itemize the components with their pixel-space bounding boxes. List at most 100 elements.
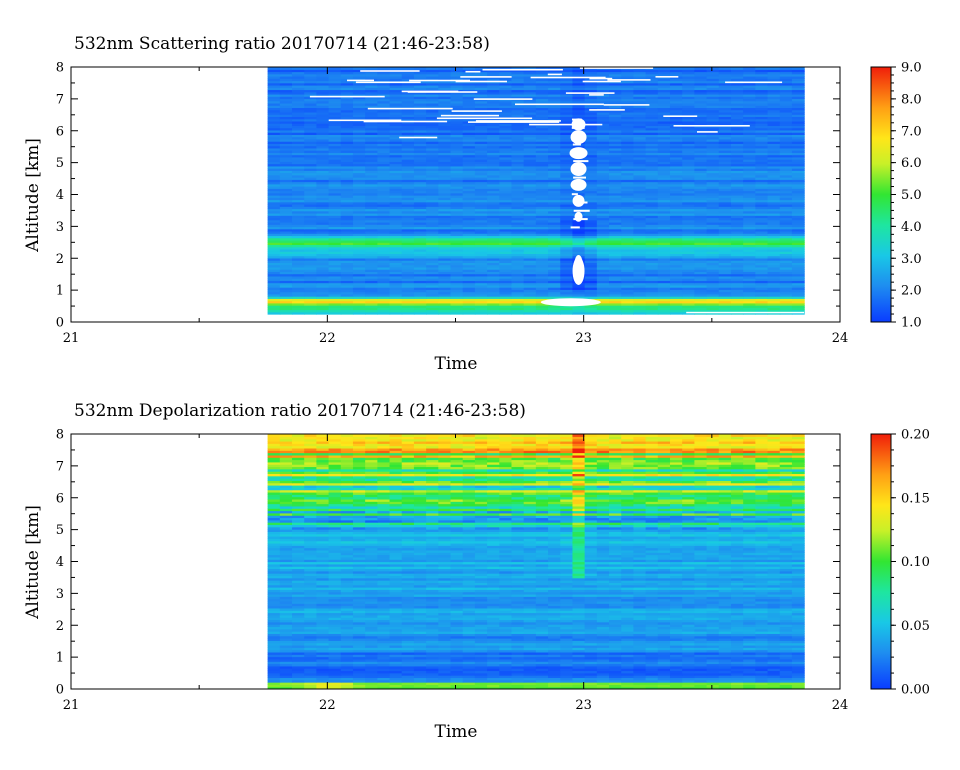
heatmap-cell <box>548 296 561 299</box>
heatmap-cell <box>377 248 391 252</box>
heatmap-cell <box>645 102 659 106</box>
heatmap-cell <box>352 284 366 288</box>
heatmap-cell <box>694 309 708 313</box>
heatmap-cell <box>743 105 756 109</box>
heatmap-cell <box>779 154 793 158</box>
heatmap-cell <box>413 282 427 286</box>
heatmap-cell <box>426 271 439 275</box>
heatmap-cell <box>572 73 586 77</box>
heatmap-cell <box>669 190 683 194</box>
heatmap-cell <box>365 282 378 286</box>
heatmap-cell <box>682 143 695 147</box>
heatmap-cell <box>499 195 513 198</box>
heatmap-cell <box>596 111 610 115</box>
heatmap-cell <box>462 141 476 144</box>
y-tick-label: 1 <box>56 284 64 299</box>
heatmap-cell <box>743 102 756 106</box>
heatmap-cell <box>621 300 634 304</box>
heatmap-cell <box>560 233 574 237</box>
heatmap-cell <box>487 228 500 232</box>
saturated-streak <box>328 119 402 122</box>
heatmap-cell <box>633 190 647 194</box>
heatmap-cell <box>267 242 281 246</box>
heatmap-cell <box>669 129 683 133</box>
heatmap-cell <box>584 161 598 165</box>
heatmap-cell <box>718 120 732 124</box>
heatmap-cell <box>377 300 391 304</box>
heatmap-cell <box>426 246 439 250</box>
heatmap-cell <box>523 228 537 232</box>
heatmap-cell <box>316 280 330 284</box>
heatmap-cell <box>669 275 683 279</box>
heatmap-cell <box>340 275 354 279</box>
heatmap-cell <box>413 228 427 232</box>
heatmap-cell <box>401 203 415 207</box>
heatmap-cell <box>706 210 720 214</box>
heatmap-cell <box>609 253 622 257</box>
heatmap-cell <box>511 71 525 75</box>
heatmap-cell <box>523 174 537 178</box>
heatmap-cell <box>596 154 610 158</box>
heatmap-cell <box>682 138 695 142</box>
heatmap-cell <box>535 269 549 272</box>
heatmap-cell <box>596 302 610 306</box>
heatmap-cell <box>657 302 671 306</box>
heatmap-cell <box>584 206 598 210</box>
heatmap-cell <box>291 291 305 295</box>
heatmap-cell <box>413 309 427 313</box>
heatmap-cell <box>413 127 427 131</box>
heatmap-cell <box>389 127 403 131</box>
heatmap-cell <box>267 84 281 88</box>
heatmap-cell <box>291 246 305 250</box>
heatmap-cell <box>682 307 695 311</box>
heatmap-cell <box>548 98 561 102</box>
heatmap-cell <box>365 253 378 257</box>
heatmap-cell <box>523 96 537 100</box>
heatmap-cell <box>291 161 305 165</box>
heatmap-cell <box>669 136 683 140</box>
heatmap-cell <box>499 228 513 232</box>
heatmap-cell <box>304 219 317 223</box>
heatmap-cell <box>328 260 342 263</box>
heatmap-cell <box>413 96 427 100</box>
heatmap-cell <box>657 69 671 73</box>
heatmap-cell <box>352 147 366 151</box>
heatmap-cell <box>535 228 549 232</box>
heatmap-cell <box>462 289 476 293</box>
heatmap-cell <box>523 219 537 223</box>
heatmap-cell <box>304 257 317 261</box>
heatmap-cell <box>730 143 744 147</box>
heatmap-cell <box>328 80 342 84</box>
heatmap-cell <box>718 159 732 162</box>
heatmap-cell <box>718 69 732 73</box>
heatmap-cell <box>279 161 293 165</box>
heatmap-cell <box>743 114 756 118</box>
heatmap-cell <box>340 201 354 205</box>
heatmap-cell <box>535 284 549 288</box>
heatmap-cell <box>584 230 598 234</box>
heatmap-cell <box>450 123 464 126</box>
heatmap-cell <box>609 284 622 288</box>
heatmap-cell <box>450 237 464 241</box>
heatmap-cell <box>596 190 610 194</box>
heatmap-cell <box>438 109 452 113</box>
heatmap-cell <box>413 120 427 124</box>
heatmap-cell <box>535 159 549 162</box>
heatmap-cell <box>389 78 403 82</box>
heatmap-cell <box>487 105 500 109</box>
heatmap-cell <box>669 165 683 169</box>
heatmap-cell <box>487 87 500 91</box>
heatmap-cell <box>706 71 720 75</box>
heatmap-cell <box>621 116 634 120</box>
heatmap-cell <box>791 199 805 203</box>
heatmap-cell <box>694 136 708 140</box>
heatmap-cell <box>633 224 647 228</box>
heatmap-cell <box>474 257 488 261</box>
heatmap-cell <box>694 226 708 230</box>
heatmap-cell <box>572 89 586 93</box>
heatmap-cell <box>279 206 293 210</box>
heatmap-cell <box>743 284 756 288</box>
heatmap-cell <box>791 278 805 281</box>
heatmap-cell <box>730 181 744 185</box>
heatmap-cell <box>572 100 586 104</box>
